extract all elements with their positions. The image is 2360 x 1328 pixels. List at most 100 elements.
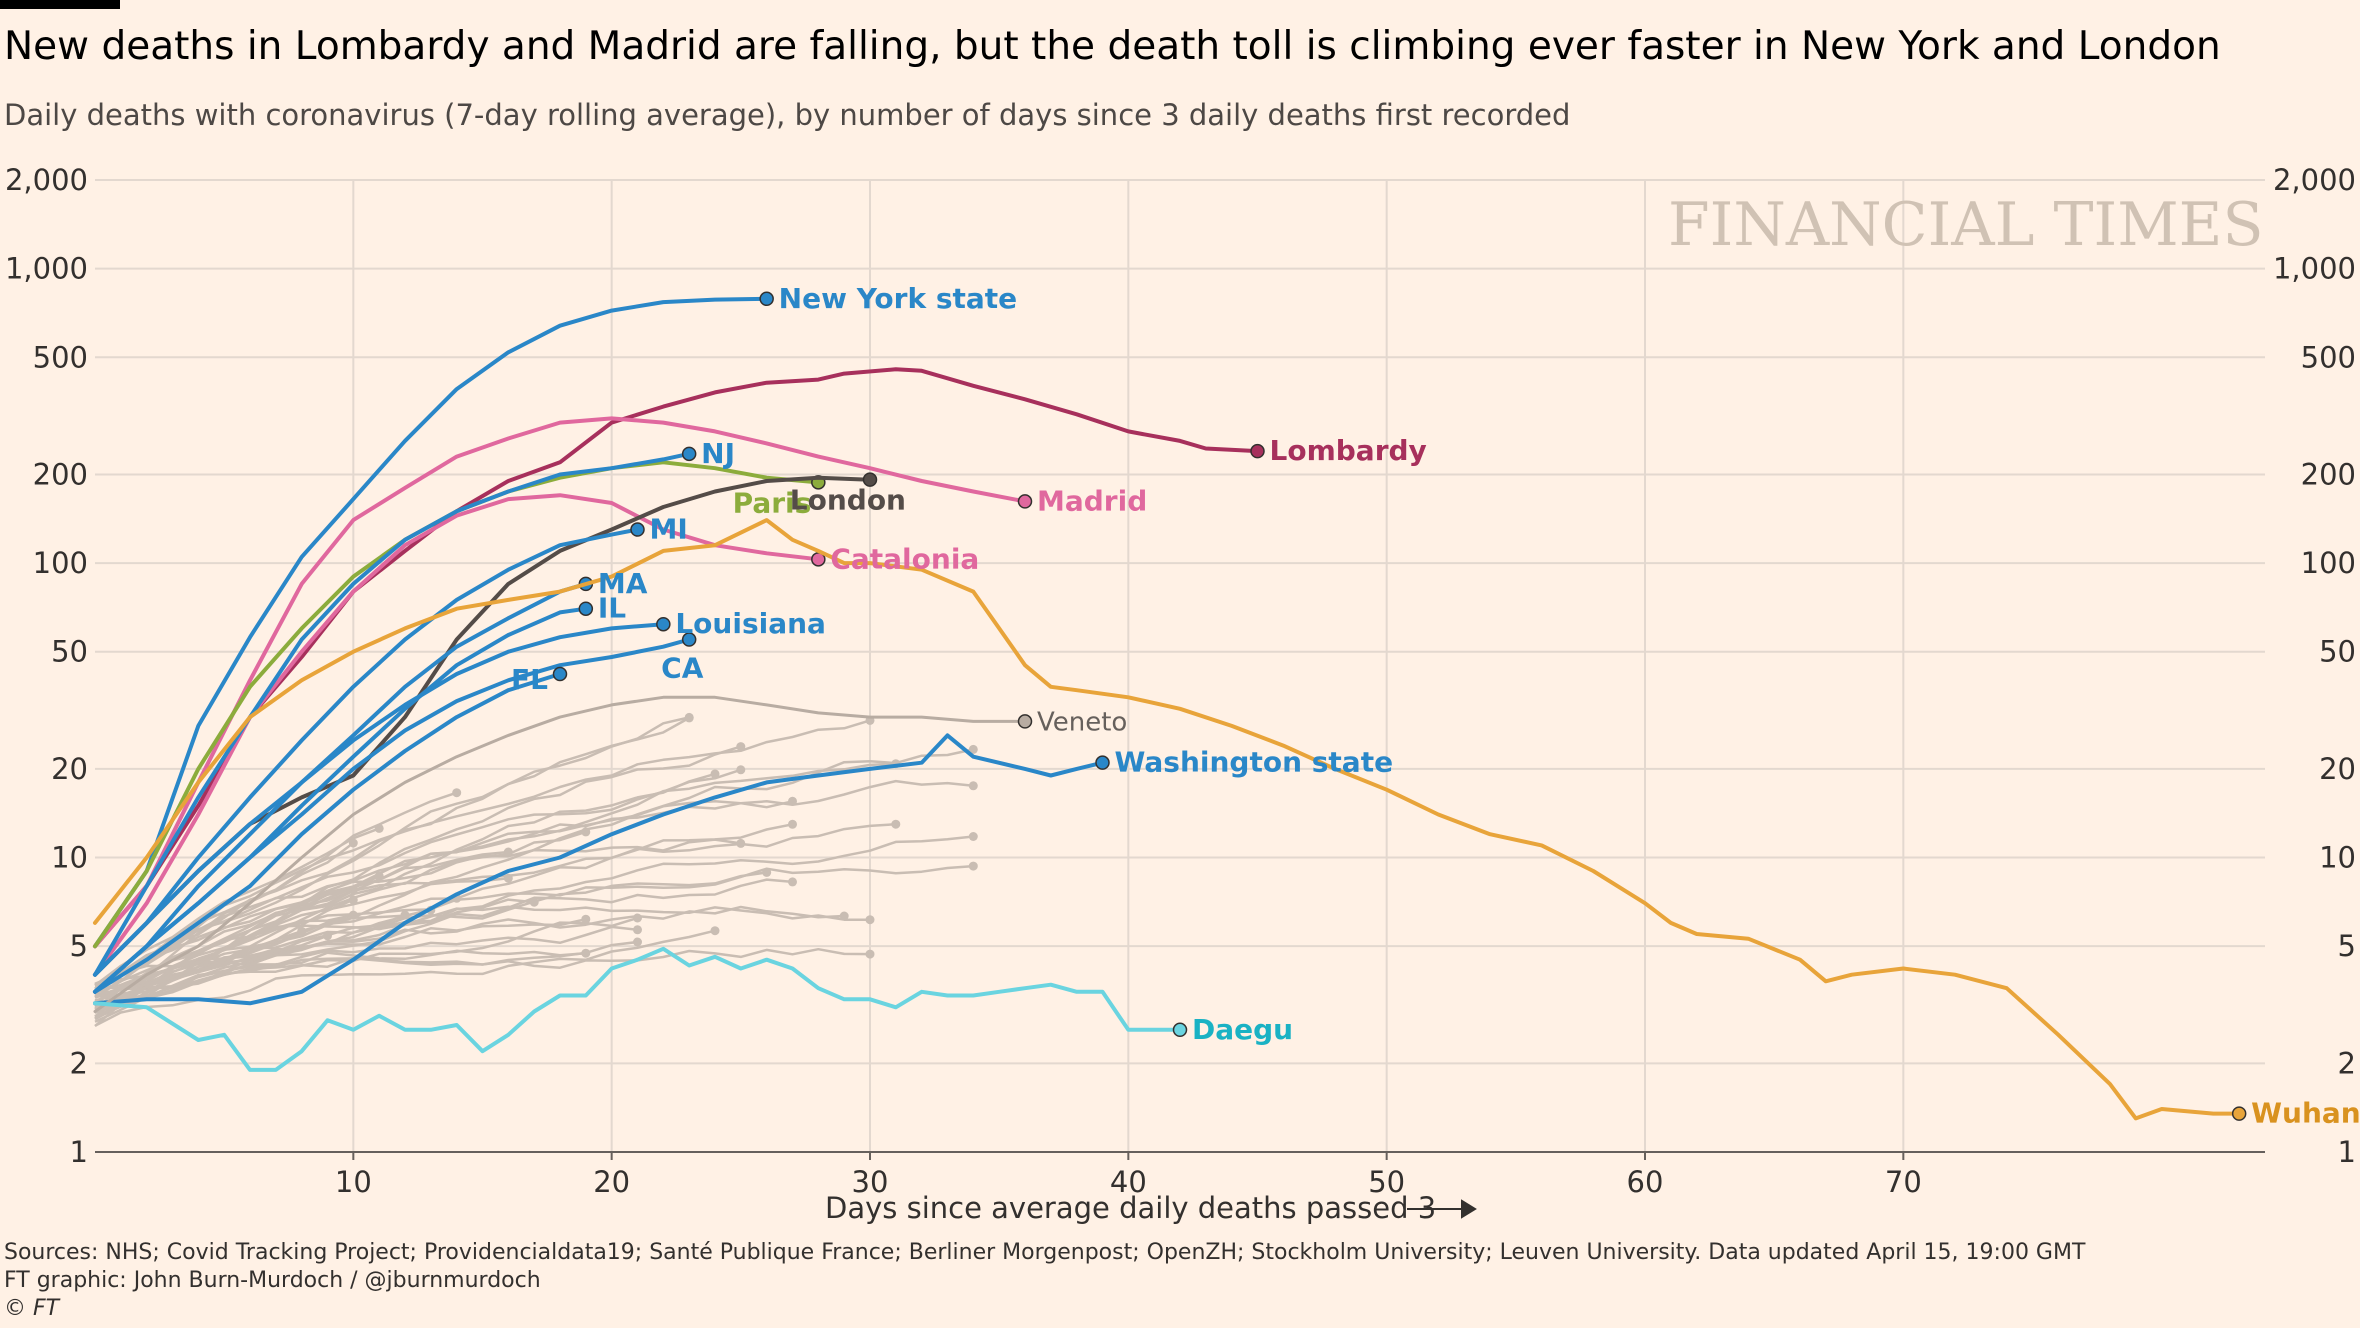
other-region-line	[94, 762, 896, 994]
other-region-end-dot	[633, 925, 642, 935]
other-region-end-dot	[581, 914, 591, 924]
x-tick-label: 40	[1110, 1165, 1147, 1199]
axes: 1 1 2 2 5 5 10 10 20 20 50 50 100 100 200 200 500 500 1,00…	[5, 163, 2356, 1199]
y-tick-label-right: 50	[2319, 635, 2356, 669]
x-tick-label: 20	[593, 1165, 630, 1199]
other-region-end-dot	[710, 769, 720, 779]
highlighted-series	[93, 291, 2247, 1121]
y-tick-label-right: 1	[2338, 1135, 2356, 1169]
series-label-ca: CA	[661, 652, 704, 685]
series-end-dot	[1172, 1022, 1188, 1038]
series-line	[93, 622, 666, 977]
series-line	[93, 367, 1260, 949]
y-tick-label-left: 1	[70, 1135, 88, 1169]
other-region-end-dot	[452, 788, 462, 798]
other-region-end-dot	[788, 819, 797, 829]
other-region-end-dot	[865, 949, 875, 959]
series-label-louisiana: Louisiana	[675, 607, 826, 640]
other-region-end-dot	[374, 871, 384, 881]
copyright: © FT	[4, 1296, 60, 1321]
series-line	[93, 527, 640, 977]
series-line	[93, 451, 692, 977]
x-axis-title: Days since average daily deaths passed 3	[825, 1191, 1436, 1225]
y-tick-label-left: 2	[70, 1046, 88, 1080]
x-tick-label: 70	[1885, 1165, 1922, 1199]
series-end-dot	[2231, 1106, 2247, 1121]
sources-note: Sources: NHS; Covid Tracking Project; Pr…	[4, 1240, 2086, 1265]
series-line	[93, 672, 562, 994]
other-region-end-dot	[968, 861, 978, 871]
x-axis-arrow-icon	[1407, 1199, 1477, 1219]
other-region-line	[94, 864, 974, 1008]
series-line	[93, 493, 821, 977]
series-label-mi: MI	[650, 513, 688, 546]
series-line	[93, 695, 1027, 1013]
other-region-end-dot	[633, 937, 642, 947]
series-end-dot	[1095, 755, 1110, 770]
y-tick-label-right: 2	[2338, 1046, 2356, 1080]
series-labels: New York state Lombardy Madrid NJ ParisLondo…	[511, 282, 2360, 1130]
series-end-dot	[759, 291, 774, 307]
other-regions-lines	[94, 712, 978, 1028]
y-tick-label-right: 1,000	[2273, 252, 2356, 286]
series-label-nj: NJ	[701, 437, 735, 470]
other-region-end-dot	[710, 926, 720, 936]
x-tick-label: 10	[335, 1165, 372, 1199]
series-label-fl: FL	[511, 663, 548, 696]
other-region-end-dot	[633, 913, 642, 923]
other-region-end-dot	[348, 838, 358, 848]
series-label-catalonia: Catalonia	[830, 542, 979, 575]
series-label-paris: Paris	[733, 486, 812, 519]
series-line	[93, 416, 1027, 949]
series-label-ny: New York state	[779, 282, 1017, 315]
series-line	[93, 296, 769, 949]
y-tick-label-left: 200	[33, 457, 88, 491]
series-end-dot	[681, 446, 697, 462]
y-tick-label-left: 500	[33, 340, 88, 374]
other-region-end-dot	[762, 867, 772, 877]
other-region-line	[94, 875, 380, 1020]
x-tick-label: 60	[1627, 1165, 1664, 1199]
other-region-line	[94, 830, 587, 1010]
series-end-dot	[1017, 494, 1033, 509]
y-tick-label-right: 100	[2301, 546, 2356, 580]
series-end-dot	[656, 616, 671, 632]
other-region-line	[94, 800, 793, 986]
watermark: FINANCIAL TIMES	[1668, 190, 2264, 260]
y-tick-label-right: 5	[2338, 929, 2356, 963]
other-region-line	[94, 779, 974, 1018]
other-region-line	[94, 905, 845, 1012]
y-tick-label-left: 1,000	[5, 252, 88, 286]
other-region-line	[94, 947, 871, 997]
y-tick-label-right: 500	[2301, 340, 2356, 374]
other-region-end-dot	[736, 742, 746, 752]
x-tick-label: 30	[852, 1165, 889, 1199]
series-line	[93, 733, 1105, 1006]
y-tick-label-left: 50	[51, 635, 88, 669]
series-end-dot	[862, 472, 878, 487]
other-region-end-dot	[736, 838, 746, 848]
y-tick-label-right: 10	[2319, 841, 2356, 875]
series-label-ma: MA	[598, 567, 648, 600]
series-line	[93, 946, 1182, 1072]
other-region-end-dot	[968, 781, 978, 791]
other-region-line	[94, 745, 742, 1018]
y-tick-label-left: 2,000	[5, 163, 88, 197]
other-region-end-dot	[788, 877, 797, 887]
brand-bar	[0, 0, 120, 9]
series-label-washington: Washington state	[1115, 746, 1394, 779]
series-line	[93, 581, 588, 994]
other-region-end-dot	[503, 873, 513, 883]
series-line	[93, 460, 821, 949]
y-tick-label-right: 2,000	[2273, 163, 2356, 197]
other-region-line	[94, 898, 535, 997]
y-tick-label-right: 20	[2319, 752, 2356, 786]
series-label-daegu: Daegu	[1192, 1013, 1293, 1046]
series-line	[93, 518, 2242, 1121]
y-tick-label-left: 100	[33, 546, 88, 580]
other-region-end-dot	[736, 765, 746, 775]
series-label-wuhan: Wuhan	[2251, 1097, 2360, 1130]
y-tick-label-left: 20	[51, 752, 88, 786]
other-region-line	[94, 716, 690, 986]
other-region-end-dot	[788, 796, 797, 806]
